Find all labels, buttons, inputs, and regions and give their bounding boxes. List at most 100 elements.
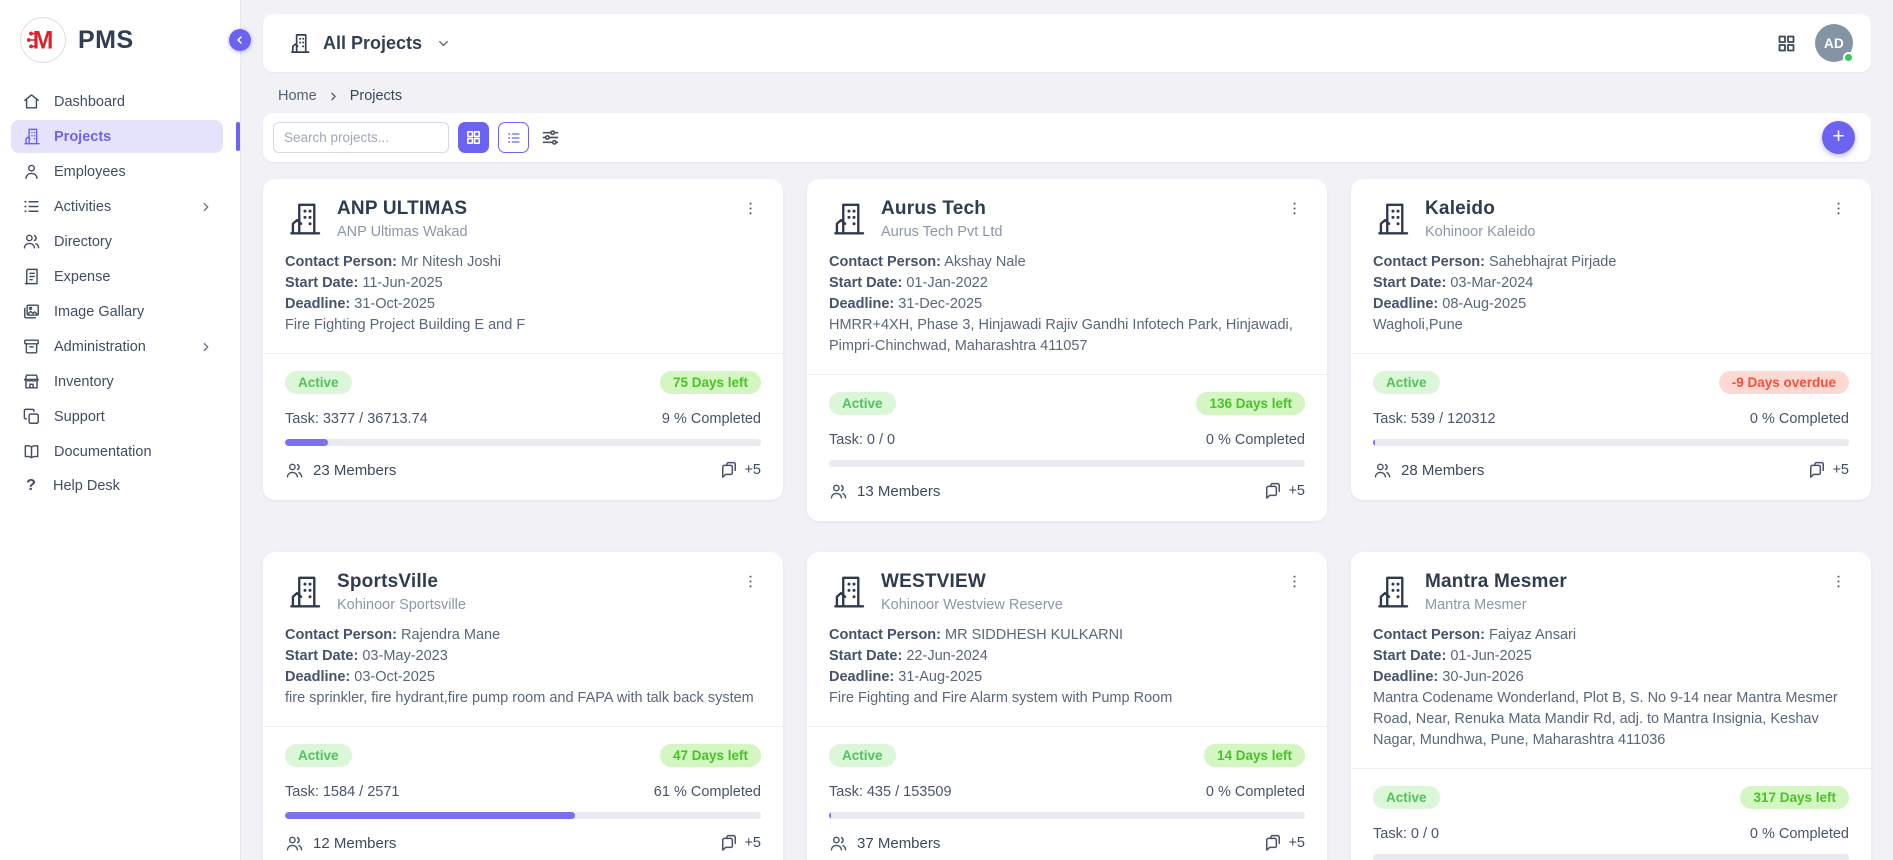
kebab-icon	[1830, 200, 1847, 217]
sidebar-item-employees[interactable]: Employees	[11, 155, 223, 188]
project-title: Kaleido	[1425, 198, 1496, 219]
main-content: All Projects AD Home	[241, 0, 1893, 860]
completed-percent: 9 % Completed	[661, 411, 761, 427]
project-card[interactable]: WESTVIEW Kohinoor Westview Reserve Conta…	[807, 552, 1327, 860]
card-menu-button[interactable]	[1284, 571, 1305, 592]
building-icon	[1373, 573, 1411, 611]
apps-grid-button[interactable]	[1776, 33, 1797, 54]
chat-count: +5	[744, 462, 761, 478]
sidebar-item-dashboard[interactable]: Dashboard	[11, 85, 223, 118]
deadline-label: Deadline:	[1373, 669, 1439, 685]
chat-button[interactable]: +5	[1263, 833, 1305, 853]
home-icon	[22, 92, 41, 111]
task-count: Task: 435 / 153509	[829, 784, 952, 800]
chevron-down-icon	[436, 36, 451, 51]
top-header-bar: All Projects AD	[263, 14, 1871, 72]
members-count: 28 Members	[1401, 461, 1485, 479]
progress-bar	[285, 439, 761, 446]
list-view-button[interactable]	[498, 122, 529, 153]
start-date-value: 03-May-2023	[362, 648, 448, 664]
sidebar-item-activities[interactable]: Activities	[11, 190, 223, 223]
progress-bar	[1373, 854, 1849, 860]
sidebar-item-directory[interactable]: Directory	[11, 225, 223, 258]
sidebar-item-documentation[interactable]: Documentation	[11, 435, 223, 468]
progress-bar	[1373, 439, 1849, 446]
project-card[interactable]: Mantra Mesmer Mantra Mesmer Contact Pers…	[1351, 552, 1871, 860]
task-count: Task: 1584 / 2571	[285, 784, 400, 800]
sidebar-collapse-button[interactable]	[229, 29, 251, 51]
project-filter-dropdown[interactable]: All Projects	[288, 32, 451, 55]
members-count-group: 28 Members	[1373, 461, 1484, 480]
members-count: 13 Members	[857, 482, 941, 500]
status-badge: Active	[1373, 371, 1440, 394]
logo-icon: M	[20, 17, 66, 63]
completed-percent: 0 % Completed	[1205, 432, 1305, 448]
members-count: 23 Members	[313, 461, 397, 479]
project-description: Mantra Codename Wonderland, Plot B, S. N…	[1373, 690, 1838, 748]
sidebar-item-help-desk[interactable]: ? Help Desk	[11, 470, 223, 502]
receipt-icon	[22, 267, 41, 286]
project-card[interactable]: Aurus Tech Aurus Tech Pvt Ltd Contact Pe…	[807, 179, 1327, 521]
filter-button[interactable]	[540, 127, 561, 148]
contact-person-label: Contact Person:	[829, 254, 941, 270]
search-input[interactable]	[273, 122, 449, 153]
project-filter-label: All Projects	[323, 32, 423, 53]
add-project-button[interactable]: +	[1822, 121, 1855, 154]
project-card[interactable]: SportsVille Kohinoor Sportsville Contact…	[263, 552, 783, 860]
building-icon	[285, 200, 323, 238]
kebab-icon	[1286, 573, 1303, 590]
kebab-icon	[1830, 573, 1847, 590]
breadcrumb: Home Projects	[278, 88, 1871, 104]
app-name: PMS	[78, 25, 134, 54]
user-avatar[interactable]: AD	[1815, 24, 1854, 63]
store-icon	[22, 372, 41, 391]
chat-button[interactable]: +5	[719, 460, 761, 480]
project-title: Aurus Tech	[881, 198, 987, 219]
grid-icon	[1776, 33, 1797, 54]
contact-person-label: Contact Person:	[1373, 254, 1485, 270]
grid-view-button[interactable]	[458, 122, 489, 153]
breadcrumb-home[interactable]: Home	[278, 88, 317, 104]
task-count: Task: 0 / 0	[829, 432, 896, 448]
sidebar-item-administration[interactable]: Administration	[11, 330, 223, 363]
start-date-value: 11-Jun-2025	[362, 275, 443, 291]
card-menu-button[interactable]	[1828, 198, 1849, 219]
kebab-icon	[742, 200, 759, 217]
members-icon	[1373, 461, 1392, 480]
sidebar-item-projects[interactable]: Projects	[11, 120, 240, 153]
project-card[interactable]: ANP ULTIMAS ANP Ultimas Wakad Contact Pe…	[263, 179, 783, 500]
sidebar-item-support[interactable]: Support	[11, 400, 223, 433]
chat-button[interactable]: +5	[1263, 481, 1305, 501]
card-menu-button[interactable]	[1828, 571, 1849, 592]
progress-bar	[829, 460, 1305, 467]
sidebar-item-label: Dashboard	[54, 93, 125, 110]
days-left-badge: 317 Days left	[1740, 786, 1849, 809]
contact-person-label: Contact Person:	[285, 254, 397, 270]
members-count-group: 12 Members	[285, 834, 396, 853]
contact-person-label: Contact Person:	[285, 627, 397, 643]
start-date-value: 01-Jun-2025	[1450, 648, 1532, 664]
start-date-value: 22-Jun-2024	[906, 648, 988, 664]
card-menu-button[interactable]	[740, 198, 761, 219]
completed-percent: 0 % Completed	[1749, 826, 1849, 842]
project-subtitle: Kohinoor Sportsville	[337, 597, 466, 613]
deadline-label: Deadline:	[285, 669, 351, 685]
card-menu-button[interactable]	[740, 571, 761, 592]
start-date-label: Start Date:	[285, 648, 359, 664]
chat-button[interactable]: +5	[719, 833, 761, 853]
members-count-group: 13 Members	[829, 482, 940, 501]
deadline-value: 31-Oct-2025	[354, 296, 435, 312]
completed-percent: 61 % Completed	[653, 784, 761, 800]
chat-button[interactable]: +5	[1807, 460, 1849, 480]
breadcrumb-projects[interactable]: Projects	[349, 88, 403, 104]
sidebar-item-expense[interactable]: Expense	[11, 260, 223, 293]
start-date-label: Start Date:	[1373, 648, 1447, 664]
task-count: Task: 0 / 0	[1373, 826, 1440, 842]
project-description: HMRR+4XH, Phase 3, Hinjawadi Rajiv Gandh…	[829, 317, 1293, 354]
members-icon	[285, 461, 304, 480]
card-menu-button[interactable]	[1284, 198, 1305, 219]
days-left-badge: -9 Days overdue	[1718, 371, 1849, 394]
sidebar-item-image-gallary[interactable]: Image Gallary	[11, 295, 223, 328]
sidebar-item-inventory[interactable]: Inventory	[11, 365, 223, 398]
project-card[interactable]: Kaleido Kohinoor Kaleido Contact Person:…	[1351, 179, 1871, 500]
